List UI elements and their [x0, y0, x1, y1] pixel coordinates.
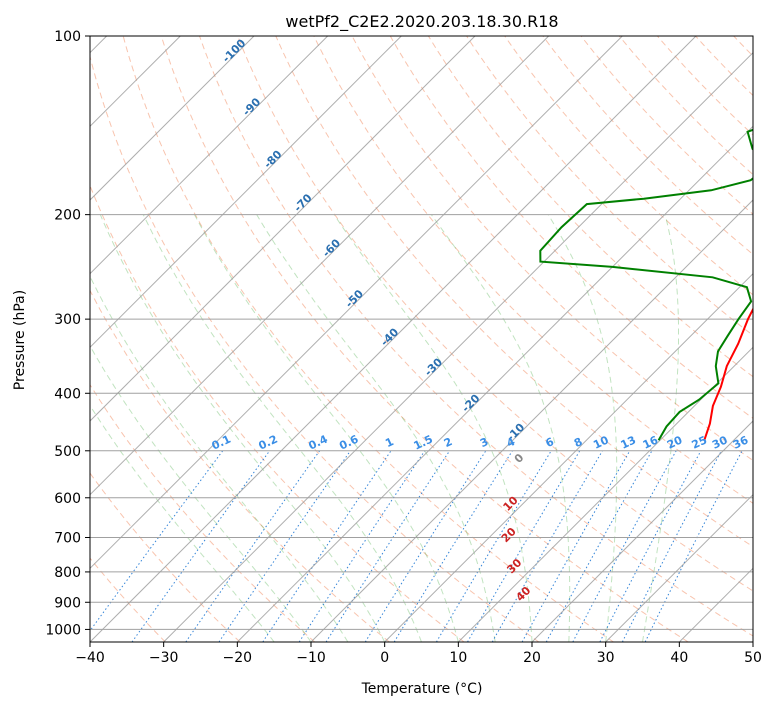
y-tick-label: 100 — [54, 29, 81, 45]
isotherm — [457, 346, 753, 642]
dry-adiabat — [618, 36, 753, 176]
mixing-ratio-line — [599, 450, 702, 642]
x-tick-label: 0 — [380, 650, 389, 666]
mixing-ratio-label: 30 — [710, 433, 730, 451]
x-axis: −40 −30 −20 −10 0 10 20 30 40 50 — [75, 642, 762, 666]
isotherm — [90, 36, 255, 201]
mixing-ratio-line — [572, 450, 677, 642]
mixing-ratio-line — [521, 450, 631, 642]
moist-adiabat — [90, 344, 312, 642]
temperature-line — [703, 307, 753, 441]
x-tick-label: −10 — [296, 650, 326, 666]
isotherm — [90, 36, 329, 275]
moist-adiabat — [142, 214, 422, 642]
isotherm — [531, 420, 753, 642]
mixing-ratio-label: 16 — [641, 433, 661, 451]
moist-adiabat — [99, 214, 386, 642]
dry-adiabat — [313, 36, 753, 504]
x-tick-label: −20 — [223, 650, 253, 666]
y-axis: 100 200 300 400 500 600 700 800 900 1000 — [45, 29, 90, 638]
moist-adiabat — [333, 214, 533, 642]
dry-adiabat — [90, 383, 316, 642]
dry-adiabat — [389, 36, 753, 419]
y-tick-label: 200 — [54, 208, 81, 224]
mixing-ratio-line — [90, 450, 224, 632]
dry-adiabat — [275, 36, 753, 548]
x-tick-label: 10 — [449, 650, 467, 666]
mixing-ratio-label: 10 — [591, 433, 611, 451]
dry-adiabat — [237, 36, 753, 592]
mixing-ratio-label: 25 — [690, 434, 709, 452]
moist-adiabat — [194, 214, 459, 642]
dry-adiabat — [90, 184, 465, 642]
y-tick-label: 1000 — [45, 622, 81, 638]
y-tick-label: 600 — [54, 491, 81, 507]
y-tick-label: 300 — [54, 312, 81, 328]
dewpoint-line — [539, 128, 753, 441]
dry-adiabat — [90, 289, 390, 642]
dry-adiabat — [160, 36, 689, 642]
x-tick-label: 20 — [523, 650, 541, 666]
isotherm — [90, 36, 697, 642]
dry-adiabat — [199, 36, 753, 637]
y-axis-title: Pressure (hPa) — [12, 290, 28, 390]
isotherm — [605, 493, 753, 642]
mixing-ratio-line — [185, 450, 321, 642]
mixing-ratio-line — [364, 450, 487, 642]
isotherm — [384, 272, 753, 642]
x-tick-label: −40 — [75, 650, 105, 666]
moist-adiabat — [642, 214, 679, 642]
moist-adiabat — [90, 404, 275, 642]
x-axis-title: Temperature (°C) — [361, 681, 483, 697]
mixing-ratio-line — [298, 450, 426, 642]
isotherm — [90, 36, 550, 496]
mixing-ratio-line — [325, 450, 451, 642]
mixing-ratio-line — [545, 450, 653, 642]
mixing-ratio-line — [218, 450, 351, 642]
dry-adiabat — [504, 36, 753, 296]
chart-title: wetPf2_C2E2.2020.203.18.30.R18 — [285, 12, 558, 32]
isotherm — [90, 36, 476, 422]
mixing-ratio-label: 36 — [731, 433, 751, 451]
isotherm — [163, 51, 753, 642]
x-tick-label: 40 — [670, 650, 688, 666]
mixing-ratio-line — [435, 450, 552, 642]
isotherm — [90, 36, 623, 570]
dry-adiabat — [351, 36, 753, 462]
dry-adiabat — [122, 36, 614, 642]
profile-series — [539, 128, 753, 441]
y-tick-label: 500 — [54, 444, 81, 460]
mixing-ratio-line — [131, 450, 271, 642]
moist-adiabat — [430, 214, 571, 642]
isotherm — [310, 199, 753, 642]
plot-frame — [89, 35, 754, 643]
mixing-ratio-label: 13 — [619, 433, 638, 451]
isotherm — [236, 125, 753, 642]
y-tick-label: 700 — [54, 531, 81, 547]
mixing-ratio-line — [644, 450, 743, 642]
x-tick-label: 30 — [597, 650, 615, 666]
isotherm — [90, 36, 402, 349]
mixing-ratio-line — [262, 450, 392, 642]
moist-adiabat — [547, 214, 618, 642]
dry-adiabat — [427, 36, 753, 378]
x-tick-label: 50 — [744, 650, 762, 666]
y-tick-label: 900 — [54, 595, 81, 611]
dry-adiabat — [90, 54, 540, 642]
background-grid — [90, 36, 753, 642]
x-tick-label: −30 — [149, 650, 179, 666]
y-tick-label: 400 — [54, 386, 81, 402]
y-tick-label: 800 — [54, 565, 81, 581]
mixing-ratio-label: 20 — [665, 433, 685, 451]
